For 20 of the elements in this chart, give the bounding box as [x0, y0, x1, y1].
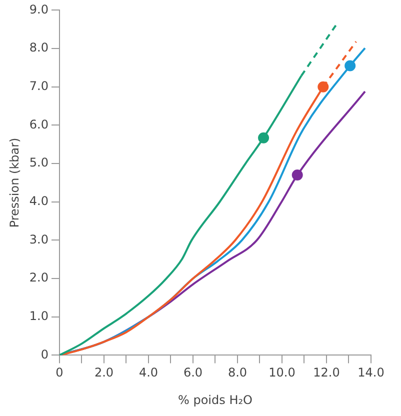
y-tick-label: 8.0 [29, 40, 48, 55]
x-tick-label: 4.0 [138, 366, 158, 380]
x-tick-label: 14.0 [358, 366, 384, 380]
y-tick-label: 1.0 [29, 308, 48, 323]
y-tick-label: 7.0 [29, 78, 48, 93]
x-tick-label: 0 [56, 366, 64, 380]
x-tick-label: 12.0 [313, 366, 340, 380]
y-axis-title: Pression (kbar) [7, 138, 22, 228]
y-tick-label: 4.0 [29, 194, 48, 208]
y-tick-label: 2.0 [29, 270, 48, 285]
x-axis-title: % poids H₂O [178, 392, 252, 407]
y-tick-label: 0 [40, 347, 48, 362]
y-tick-label: 6.0 [29, 117, 48, 132]
x-tick-label: 8.0 [228, 366, 248, 380]
x-tick-label: 6.0 [183, 366, 203, 380]
y-tick-label: 9.0 [29, 2, 48, 16]
x-tick-label: 2.0 [94, 366, 114, 380]
y-tick-label: 3.0 [29, 232, 48, 246]
x-tick-label: 10.0 [268, 366, 296, 380]
y-tick-label: 5.0 [29, 156, 48, 170]
